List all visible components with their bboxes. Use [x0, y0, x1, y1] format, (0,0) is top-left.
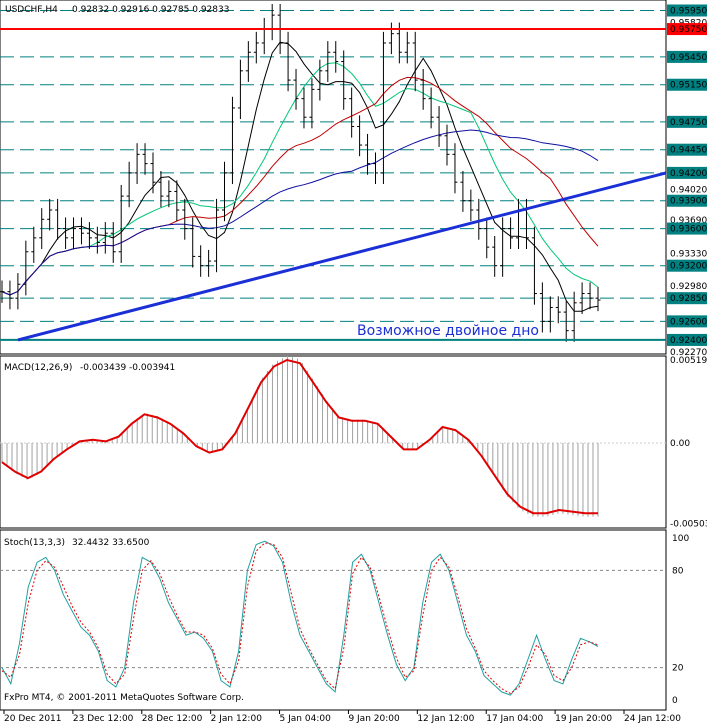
price-tick-label: 0.93600 [670, 225, 707, 235]
stoch-title: Stoch(13,3,3) [4, 538, 65, 548]
price-tick-label: 0.95750 [670, 25, 707, 35]
stoch-panel-frame [0, 529, 667, 711]
price-tag-box [667, 166, 707, 179]
double-bottom-annotation[interactable]: Возможное двойное дно [357, 323, 539, 339]
macd-axis-label: 0.00 [670, 439, 690, 449]
price-tick-label: 0.92600 [670, 317, 707, 327]
price-bars [0, 4, 601, 342]
ohlc-values: 0.92832 0.92916 0.92785 0.92833 [72, 5, 229, 15]
stoch-axis-label: 20 [672, 664, 684, 674]
symbol-label: USDCHF,H4 [5, 5, 58, 15]
time-axis: 20 Dec 2011 23 Dec 12:00 28 Dec 12:00 2 Jan… [3, 710, 681, 723]
time-label: 19 Jan 20:00 [555, 714, 612, 723]
price-tick-label: 0.92980 [670, 282, 707, 292]
price-tick-label: 0.92400 [670, 336, 707, 346]
moving-average-line [1, 76, 599, 296]
price-tick-label: 0.94750 [670, 118, 707, 128]
macd-panel-frame [0, 355, 667, 529]
moving-average-line [1, 129, 599, 296]
price-tag-box [667, 78, 707, 91]
price-tag-box [667, 115, 707, 128]
price-axis: 0.959500.958200.957500.954500.951500.947… [667, 4, 707, 358]
price-tick-label: 0.93200 [670, 262, 707, 272]
price-tick-label: 0.94020 [670, 186, 707, 196]
price-tag-box [667, 259, 707, 272]
macd-signal-line [1, 358, 598, 515]
price-tick-label: 0.94450 [670, 146, 707, 156]
price-tag-box [667, 222, 707, 235]
time-label: 5 Jan 04:00 [280, 714, 332, 723]
moving-averages [1, 41, 599, 312]
price-tag-box [667, 23, 707, 36]
moving-average-line [1, 62, 599, 296]
price-tag-box [667, 143, 707, 156]
macd-indicator: 0.005195 0.00 -0.005032 [0, 355, 707, 529]
price-tag-box [667, 292, 707, 305]
macd-title: MACD(12,26,9) [4, 363, 72, 373]
drawn-lines[interactable] [0, 28, 667, 342]
stoch-axis-label: 0 [672, 696, 678, 706]
price-tag-box [667, 315, 707, 328]
time-label: 9 Jan 20:00 [348, 714, 400, 723]
price-tag-box [667, 4, 707, 17]
stoch-axis-label: 100 [672, 534, 689, 544]
macd-values: -0.003439 -0.003941 [80, 363, 175, 373]
price-tag-box [667, 333, 707, 346]
price-tick-label: 0.95150 [670, 81, 707, 91]
stoch-main-line [1, 540, 599, 696]
price-tick-label: 0.93330 [670, 250, 707, 260]
time-label: 24 Jan 12:00 [624, 714, 681, 723]
macd-axis-label: 0.005195 [670, 356, 707, 366]
moving-average-line [1, 41, 599, 312]
time-label: 17 Jan 04:00 [486, 714, 543, 723]
stoch-values: 32.4432 33.6500 [72, 538, 150, 548]
price-tick-label: 0.94200 [670, 169, 707, 179]
stoch-signal-line [1, 542, 599, 695]
uptrend-line [17, 171, 667, 342]
price-panel-frame [0, 0, 667, 355]
stoch-axis-label: 80 [672, 566, 684, 576]
time-label: 20 Dec 2011 [4, 714, 62, 723]
price-tick-label: 0.93690 [670, 216, 707, 226]
time-label: 23 Dec 12:00 [73, 714, 134, 723]
time-label: 2 Jan 12:00 [211, 714, 263, 723]
price-tick-label: 0.92270 [670, 348, 707, 358]
price-tag-box [667, 50, 707, 63]
price-tick-label: 0.92850 [670, 294, 707, 304]
macd-axis-label: -0.005032 [670, 519, 707, 529]
copyright-text: FxPro MT4, © 2001-2011 MetaQuotes Softwa… [4, 693, 244, 703]
price-level-grid [0, 9, 666, 341]
price-tag-box [667, 194, 707, 207]
stochastic-indicator: 100 80 20 0 [0, 534, 689, 706]
price-tick-label: 0.95950 [670, 6, 707, 16]
price-tick-label: 0.95450 [670, 53, 707, 63]
price-tick-label: 0.93900 [670, 197, 707, 207]
time-label: 12 Jan 12:00 [417, 714, 474, 723]
time-label: 28 Dec 12:00 [142, 714, 203, 723]
